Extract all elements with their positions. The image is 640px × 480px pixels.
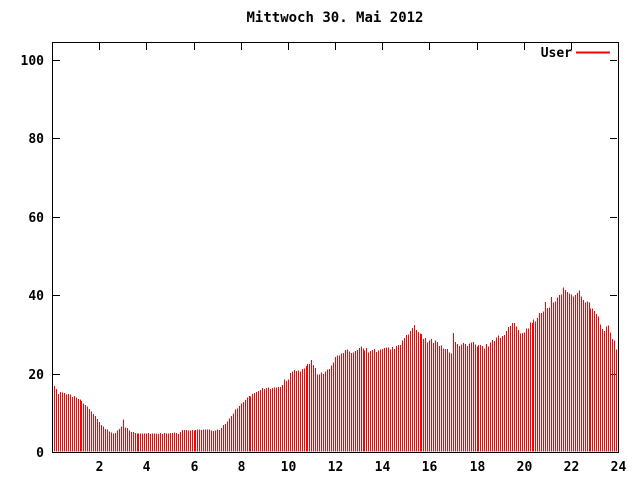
impulse-bars [54, 287, 619, 452]
legend-label: User [541, 46, 572, 61]
y-tick-label: 60 [28, 211, 44, 226]
x-tick-label: 24 [611, 460, 627, 475]
y-axis-labels: 0 20 40 60 80 100 [21, 54, 45, 461]
y-tick-label: 0 [36, 446, 44, 461]
x-tick-label: 4 [143, 460, 151, 475]
y-tick-label: 40 [28, 289, 44, 304]
x-axis-labels: 2 4 6 8 10 12 14 16 18 20 22 24 [96, 460, 627, 475]
x-tick-label: 16 [422, 460, 438, 475]
y-tick-label: 80 [28, 132, 44, 147]
plot-border [52, 42, 619, 453]
x-tick-label: 10 [281, 460, 297, 475]
x-tick-label: 2 [96, 460, 104, 475]
y-tick-label: 20 [28, 368, 44, 383]
x-tick-label: 12 [328, 460, 344, 475]
x-tick-label: 22 [564, 460, 580, 475]
y-tick-label: 100 [21, 54, 45, 69]
x-tick-label: 14 [375, 460, 391, 475]
chart-title: Mittwoch 30. Mai 2012 [246, 10, 423, 26]
x-tick-label: 6 [191, 460, 199, 475]
x-tick-label: 8 [238, 460, 246, 475]
legend: User [541, 46, 610, 61]
x-tick-label: 18 [470, 460, 486, 475]
x-tick-label: 20 [517, 460, 533, 475]
